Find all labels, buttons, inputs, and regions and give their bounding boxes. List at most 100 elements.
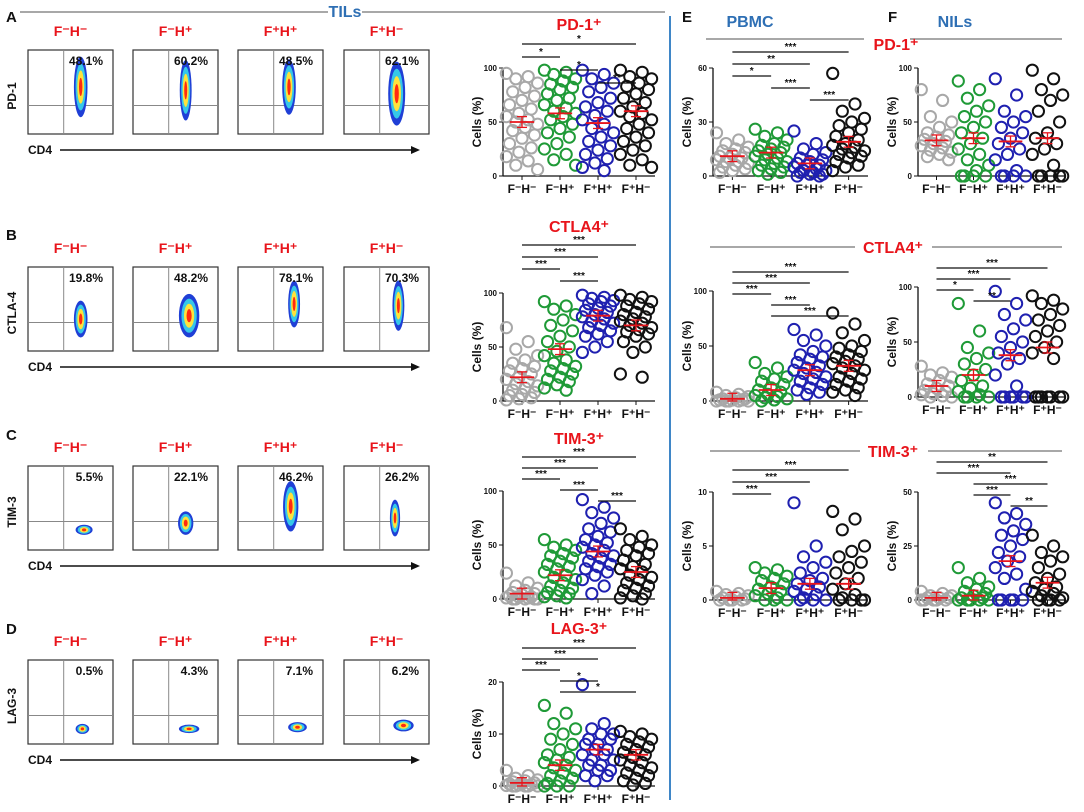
- density-core: [400, 723, 407, 728]
- data-point: [645, 570, 659, 585]
- data-point: [540, 335, 555, 349]
- flow-plot-frame: [343, 465, 430, 551]
- data-point: [509, 158, 523, 172]
- data-point: [1034, 296, 1049, 311]
- significance-label: ***: [611, 491, 623, 502]
- data-point: [645, 538, 659, 552]
- data-point: [559, 353, 573, 367]
- data-point: [531, 117, 545, 131]
- data-point: [845, 544, 859, 559]
- data-point: [607, 126, 621, 140]
- data-point: [816, 571, 830, 586]
- flow-plot-frame: [27, 465, 114, 551]
- data-point: [547, 717, 561, 731]
- data-point: [521, 576, 535, 590]
- significance-label: *: [539, 47, 543, 58]
- data-point: [1025, 346, 1039, 360]
- data-point: [774, 584, 788, 599]
- y-axis-label: Cells (%): [885, 317, 899, 368]
- gate-percentage: 4.3%: [181, 664, 209, 678]
- data-point: [1000, 147, 1015, 161]
- data-point: [809, 328, 823, 342]
- y-axis-label: Cells (%): [470, 322, 484, 373]
- data-point: [991, 137, 1006, 151]
- data-point: [1047, 158, 1061, 172]
- data-point: [1037, 142, 1052, 156]
- data-point: [1025, 528, 1039, 542]
- category-label: F⁻H⁻: [922, 606, 951, 620]
- data-point: [588, 340, 602, 354]
- data-point: [537, 698, 552, 713]
- data-point: [537, 779, 552, 793]
- population-label: F⁻H⁻: [54, 240, 87, 256]
- data-point: [951, 593, 965, 607]
- data-point: [835, 326, 849, 340]
- gate-percentage: 19.8%: [69, 271, 103, 285]
- data-point: [851, 571, 865, 586]
- data-point: [780, 133, 794, 147]
- marker-axis-label: CTLA-4: [5, 291, 19, 334]
- category-label: F⁺H⁻: [1033, 182, 1062, 196]
- x-axis-arrowhead: [411, 562, 420, 570]
- data-point: [800, 387, 814, 401]
- data-point: [509, 72, 523, 86]
- data-point: [645, 295, 659, 309]
- y-tick-label: 0: [493, 595, 498, 604]
- data-point: [531, 379, 545, 393]
- data-point: [565, 551, 580, 565]
- data-point: [1031, 561, 1046, 575]
- data-point: [641, 579, 656, 593]
- data-point: [559, 65, 573, 79]
- flow-plot-frame: [132, 465, 219, 551]
- significance-label: ***: [573, 638, 585, 649]
- x-axis-arrowhead: [411, 146, 420, 154]
- data-point: [767, 393, 781, 407]
- data-point: [1010, 506, 1024, 521]
- population-label: F⁻H⁺: [159, 23, 192, 39]
- data-point: [613, 367, 628, 381]
- data-point: [499, 66, 513, 81]
- data-point: [521, 154, 535, 168]
- data-point: [575, 540, 590, 554]
- population-label: F⁺H⁻: [370, 240, 403, 256]
- flow-plot-frame: [27, 659, 114, 745]
- y-axis-label: Cells (%): [470, 97, 484, 148]
- data-point: [562, 779, 576, 793]
- data-point: [1010, 296, 1024, 311]
- gate-percentage: 7.1%: [286, 664, 314, 678]
- data-point: [923, 390, 938, 404]
- data-point: [819, 370, 833, 384]
- data-point: [575, 678, 590, 692]
- data-point: [748, 561, 762, 575]
- flow-plot-frame: [343, 659, 430, 745]
- data-point: [854, 344, 868, 359]
- data-point: [780, 370, 794, 384]
- significance-label: ***: [554, 458, 566, 469]
- data-point: [1043, 554, 1058, 568]
- data-point: [713, 165, 727, 179]
- data-point: [923, 110, 938, 124]
- data-point: [1000, 357, 1015, 371]
- data-point: [806, 372, 820, 386]
- data-point: [793, 374, 807, 388]
- data-point: [638, 96, 652, 110]
- data-point: [1043, 93, 1058, 108]
- data-point: [638, 557, 652, 572]
- data-point: [812, 169, 827, 183]
- data-point: [569, 763, 583, 778]
- data-point: [613, 522, 628, 536]
- data-point: [499, 591, 513, 605]
- data-point: [537, 295, 552, 309]
- data-point: [553, 121, 567, 136]
- data-point: [914, 359, 928, 373]
- significance-label: ***: [804, 306, 816, 317]
- data-point: [565, 324, 580, 338]
- data-point: [623, 158, 637, 172]
- data-point: [982, 346, 996, 360]
- data-point: [790, 169, 804, 183]
- data-point: [524, 102, 538, 116]
- flow-plot-frame: [27, 266, 114, 352]
- data-point: [575, 113, 590, 127]
- data-point: [597, 579, 611, 593]
